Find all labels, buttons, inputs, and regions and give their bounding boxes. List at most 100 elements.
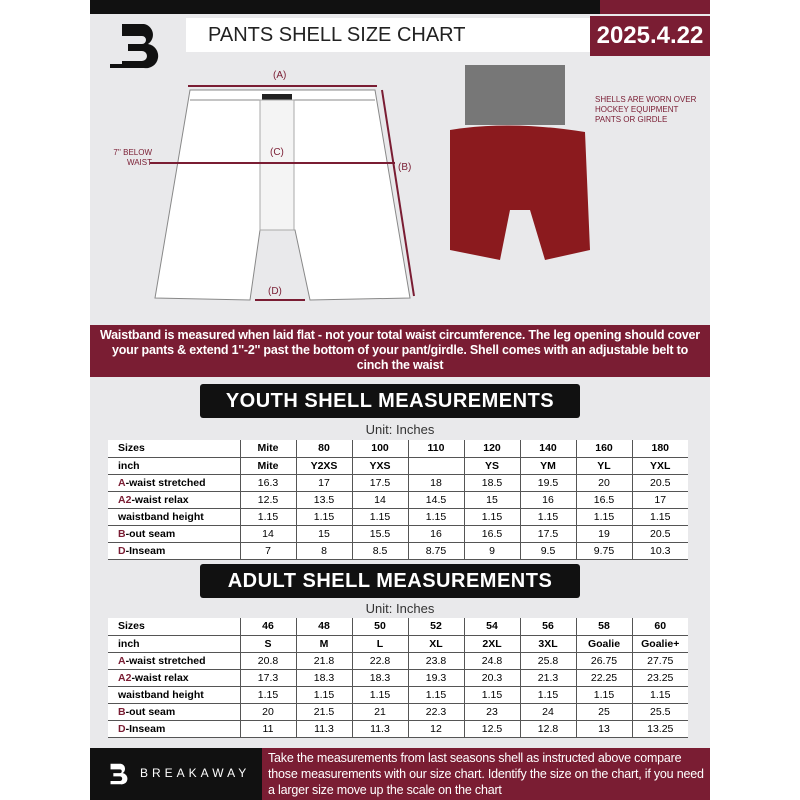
table-row: waistband height 1.15 1.15 1.15 1.15 1.15 1.15… [108,686,688,704]
table-row: A-waist stretched 20.8 21.8 22.8 23.8 24.8 25.… [108,652,688,670]
table-cell: 25.8 [519,652,576,670]
pants-diagram: (A) (C) (B) (D) 7'' BELOW WAIST [90,60,710,320]
table-cell: 23.8 [407,652,464,670]
row-prefix: A [118,476,126,489]
table-row: Sizes Mite 80 100 110 120 140 160 180 [108,440,688,458]
table-cell: 13.5 [295,491,352,509]
table-cell: XL [407,635,464,653]
table-cell: 11.3 [295,720,352,738]
table-cell: 17 [295,474,352,492]
table-cell: 25 [575,703,632,721]
row-label: A-waist stretched [108,474,240,492]
table-row: inch Mite Y2XS YXS YS YM YL YXL [108,457,688,475]
row-label: B-out seam [108,703,240,721]
row-label-text: -out seam [125,705,176,718]
table-cell: 23.25 [631,669,688,687]
footer-logo-icon [110,763,128,785]
youth-unit: Unit: Inches [365,422,435,437]
row-label-text: -Inseam [125,544,166,557]
table-cell: 20.5 [631,474,688,492]
row-label: A-waist stretched [108,652,240,670]
table-cell: 17 [631,491,688,509]
table-cell: 7 [239,542,296,560]
table-cell: YM [519,457,576,475]
table-cell: Mite [239,440,296,458]
label-d: (D) [268,286,282,297]
table-cell: 17.5 [351,474,408,492]
table-cell: 160 [575,440,632,458]
table-cell: YL [575,457,632,475]
label-b: (B) [398,162,412,173]
table-cell: 2XL [463,635,520,653]
table-cell: 1.15 [519,508,576,526]
table-cell: 20.8 [239,652,296,670]
row-label-text: Sizes [118,620,145,633]
row-label: waistband height [108,508,240,526]
row-label: waistband height [108,686,240,704]
row-prefix: A2 [118,493,132,506]
breakaway-logo-icon [110,24,159,69]
table-cell: 15 [295,525,352,543]
table-cell: 9.75 [575,542,632,560]
table-cell: 1.15 [351,686,408,704]
row-prefix: B [118,527,126,540]
table-cell: 48 [295,618,352,636]
table-cell: 1.15 [295,508,352,526]
table-cell: 58 [575,618,632,636]
table-cell: 46 [239,618,296,636]
label-a: (A) [273,70,287,81]
table-cell: 20 [575,474,632,492]
table-cell: 8.75 [407,542,464,560]
table-cell: 14 [239,525,296,543]
table-cell: 17.3 [239,669,296,687]
table-cell: 16 [519,491,576,509]
adult-unit: Unit: Inches [365,601,435,616]
table-cell: 20.3 [463,669,520,687]
table-cell: 26.75 [575,652,632,670]
table-cell: 8.5 [351,542,408,560]
table-cell: M [295,635,352,653]
table-cell: Goalie [575,635,632,653]
table-cell: 1.15 [575,508,632,526]
table-row: D-Inseam 7 8 8.5 8.75 9 9.5 9.75 10.3 [108,542,688,560]
row-label-text: -waist relax [131,493,189,506]
table-cell: 15 [463,491,520,509]
measurement-banner: Waistband is measured when laid flat - n… [90,325,710,377]
table-row: waistband height 1.15 1.15 1.15 1.15 1.15 1.15… [108,508,688,526]
page-title: PANTS SHELL SIZE CHART [186,18,590,52]
table-cell: 12.5 [463,720,520,738]
table-cell: 120 [463,440,520,458]
table-cell: 9.5 [519,542,576,560]
table-cell: 1.15 [239,686,296,704]
table-cell: 13 [575,720,632,738]
table-cell: 50 [351,618,408,636]
row-prefix: B [118,705,126,718]
table-cell: 18.3 [295,669,352,687]
table-cell: 1.15 [407,508,464,526]
table-cell: YS [463,457,520,475]
table-cell: Y2XS [295,457,352,475]
table-cell: 24 [519,703,576,721]
table-cell: YXS [351,457,408,475]
table-cell: 16.3 [239,474,296,492]
table-row: A2-waist relax 17.3 18.3 18.3 19.3 20.3 21.3 22… [108,669,688,687]
row-label: A2-waist relax [108,491,240,509]
top-bar-accent [600,0,710,14]
row-label-text: waistband height [118,510,204,523]
top-bar [90,0,710,14]
table-cell [407,457,464,475]
table-cell: 12.8 [519,720,576,738]
table-row: B-out seam 14 15 15.5 16 16.5 17.5 19 20.5 [108,525,688,543]
table-cell: 12 [407,720,464,738]
table-cell: 1.15 [463,508,520,526]
footer-instructions: Take the measurements from last seasons … [262,748,710,800]
table-cell: 24.8 [463,652,520,670]
row-prefix: D [118,722,126,735]
row-label: Sizes [108,618,240,636]
row-label-text: -Inseam [125,722,166,735]
table-cell: 1.15 [407,686,464,704]
table-cell: 60 [631,618,688,636]
table-cell: 9 [463,542,520,560]
row-label-text: -waist stretched [125,476,206,489]
table-row: Sizes 46 48 50 52 54 56 58 60 [108,618,688,636]
